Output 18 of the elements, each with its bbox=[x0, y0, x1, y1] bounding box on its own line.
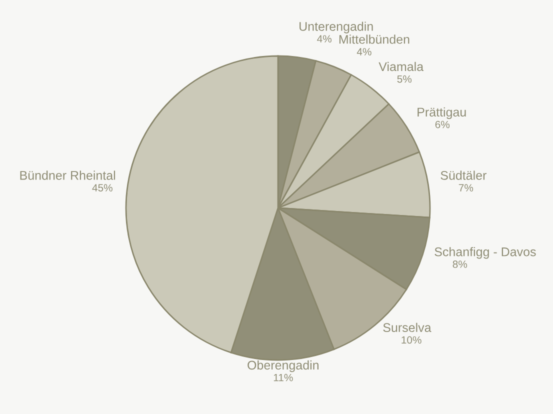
slice-label: Viamala bbox=[378, 62, 424, 72]
data-label: 7% bbox=[458, 184, 474, 192]
data-label: 45% bbox=[92, 184, 112, 192]
slice-label: Unterengadin bbox=[300, 22, 373, 34]
data-label: 6% bbox=[435, 120, 450, 128]
data-label: 5% bbox=[397, 75, 412, 83]
data-label: 8% bbox=[452, 260, 468, 268]
data-label: 4% bbox=[356, 48, 372, 56]
data-label: 10% bbox=[402, 336, 422, 344]
slice-label: Oberengadin bbox=[248, 360, 318, 372]
slice-label: Schanfigg - Davos bbox=[434, 247, 536, 259]
slice-label: Südtäler bbox=[440, 170, 486, 180]
data-label: 4% bbox=[317, 35, 332, 42]
slice-label: Prättigau bbox=[418, 107, 466, 120]
data-label: 11% bbox=[274, 374, 293, 382]
slice-label: Bündner Rheintal bbox=[20, 170, 116, 180]
slice-label: Mittelbünden bbox=[339, 34, 410, 44]
slice-label: Surselva bbox=[383, 322, 432, 332]
